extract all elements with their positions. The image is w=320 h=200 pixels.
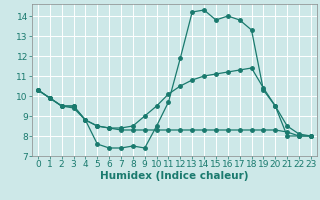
X-axis label: Humidex (Indice chaleur): Humidex (Indice chaleur) bbox=[100, 171, 249, 181]
